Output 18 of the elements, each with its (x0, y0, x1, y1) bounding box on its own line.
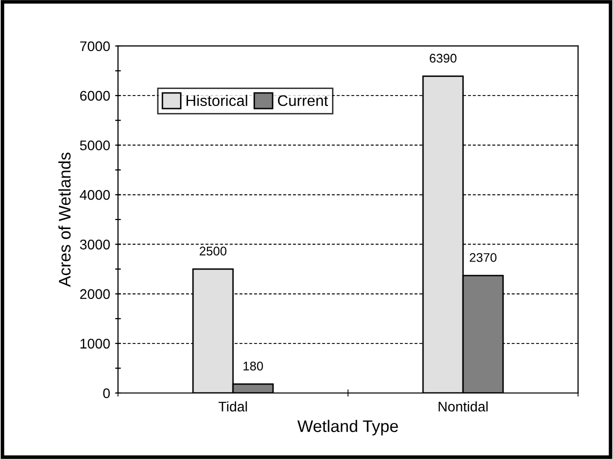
data-label: 6390 (430, 54, 456, 63)
legend-label: Historical (186, 94, 248, 106)
x-axis-title: Wetland Type (297, 420, 398, 436)
y-tick-label: 3000 (80, 240, 110, 250)
y-tick-label: 0 (103, 388, 110, 398)
y-tick-label: 4000 (80, 190, 110, 200)
y-tick-label: 2000 (80, 289, 110, 300)
y-axis-title: Acres of Wetlands (58, 152, 71, 287)
y-tick-label: 6000 (80, 90, 110, 101)
data-label: 180 (244, 362, 263, 370)
y-tick-label: 7000 (80, 41, 110, 52)
x-tick-label: Nontidal (438, 401, 488, 412)
y-tick-label: 1000 (80, 338, 110, 349)
data-label: 2370 (470, 253, 496, 262)
legend-label: Current (278, 95, 328, 106)
x-tick-label: Tidal (218, 401, 247, 412)
y-tick-label: 5000 (80, 140, 110, 150)
data-label: 2500 (200, 246, 226, 256)
